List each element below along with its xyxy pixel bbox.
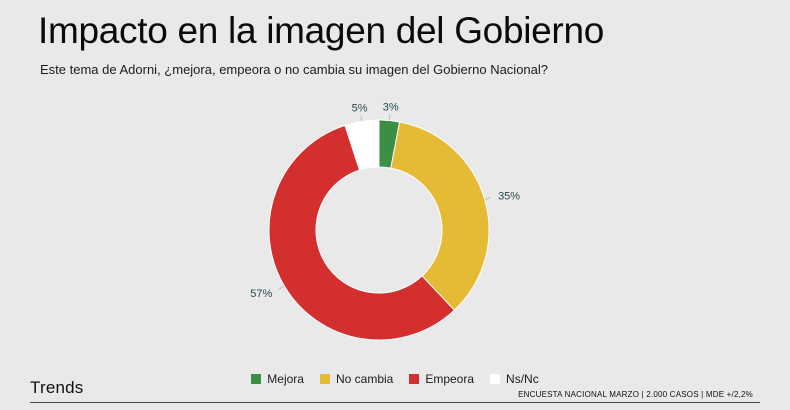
legend-item: Ns/Nc (490, 372, 539, 386)
data-label: 3% (383, 102, 399, 114)
data-label: 57% (250, 288, 272, 300)
legend-swatch (251, 374, 262, 384)
legend-swatch (490, 374, 501, 384)
slice-no-cambia (390, 121, 490, 311)
leader-line (388, 114, 391, 121)
chart-subtitle: Este tema de Adorni, ¿mejora, empeora o … (40, 62, 549, 77)
survey-footnote: ENCUESTA NACIONAL MARZO | 2.000 CASOS | … (518, 390, 753, 399)
slice-ns-nc (344, 119, 380, 171)
footer-divider (30, 402, 760, 403)
legend-label: No cambia (335, 372, 394, 386)
legend-item: Mejora (251, 372, 304, 386)
brand-logo: Trends (30, 378, 84, 397)
legend-item: No cambia (319, 372, 394, 386)
slice-empeora (268, 124, 456, 341)
data-label: 35% (498, 190, 520, 202)
chart-title: Impacto en la imagen del Gobierno (38, 10, 605, 51)
legend-swatch (409, 374, 420, 384)
legend-label: Mejora (267, 372, 304, 386)
legend-swatch (319, 374, 330, 384)
leader-line (278, 285, 285, 290)
leader-line (484, 197, 491, 200)
chart-legend: Mejora No cambia Empeora Ns/Nc (0, 372, 790, 386)
legend-label: Ns/Nc (506, 372, 539, 386)
legend-item: Empeora (409, 372, 474, 386)
leader-line (360, 115, 363, 122)
legend-label: Empeora (425, 372, 475, 386)
data-label: 5% (352, 103, 368, 115)
